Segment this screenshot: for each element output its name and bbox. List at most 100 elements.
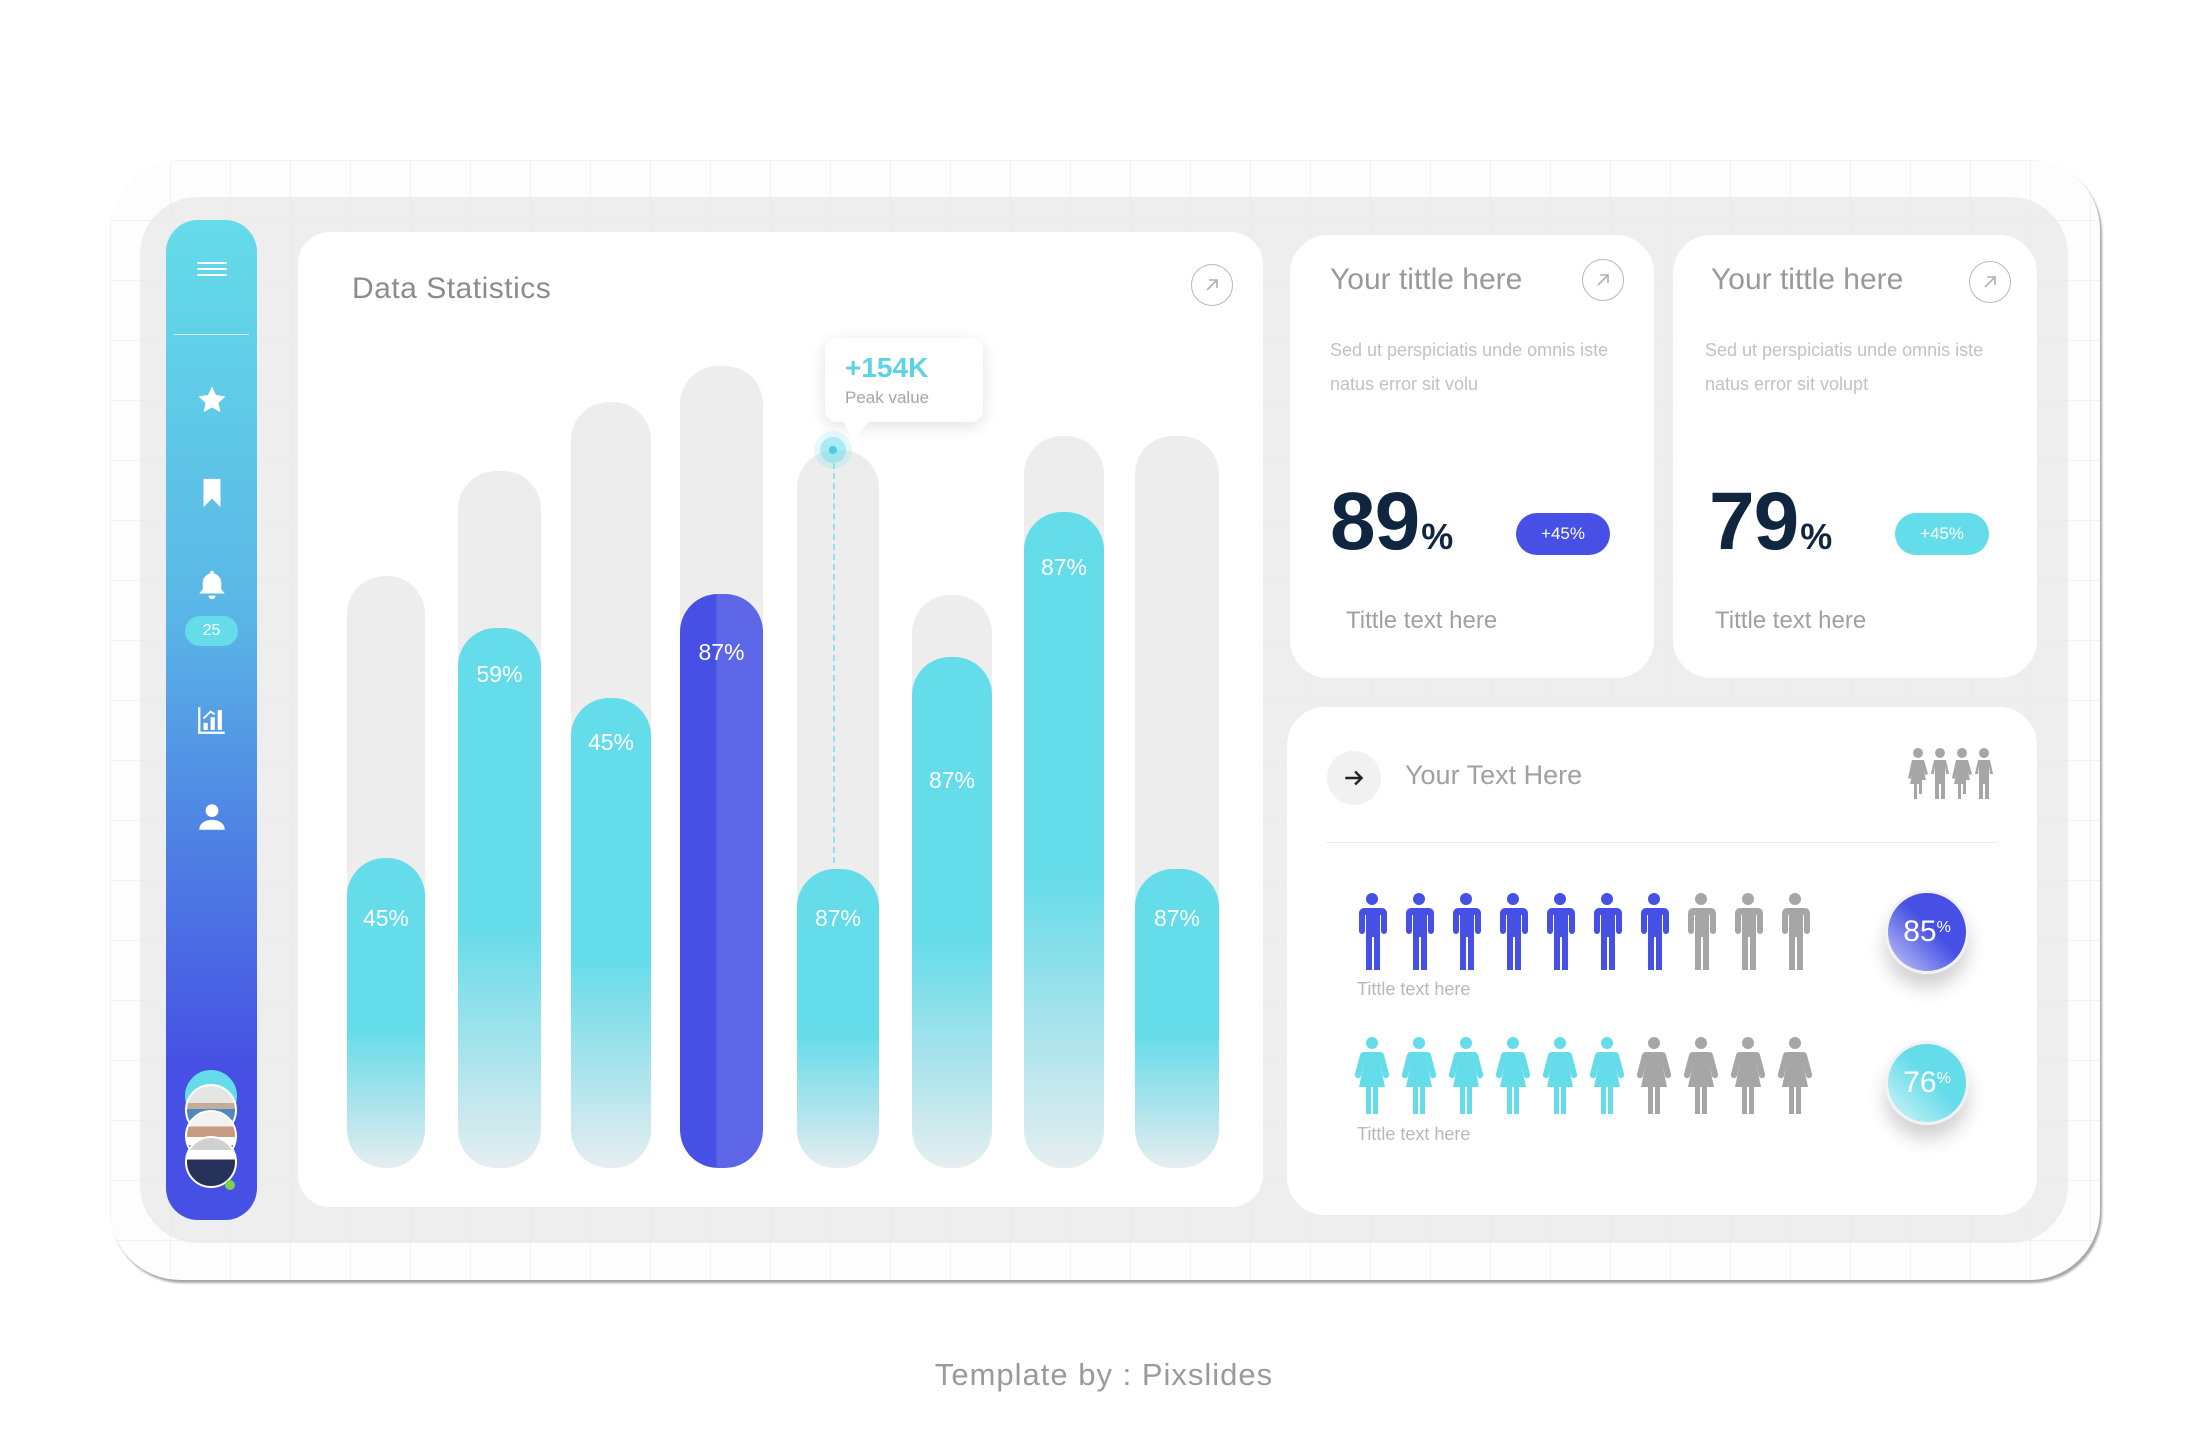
sidebar-item-favorites[interactable] (195, 383, 229, 417)
bar-fill (347, 858, 425, 1168)
expand-button[interactable] (1191, 264, 1233, 306)
bar-value-label: 87% (698, 639, 745, 665)
bar-track[interactable]: 87% (797, 450, 879, 1168)
go-button[interactable] (1327, 751, 1381, 805)
male-person-icon (1494, 893, 1532, 970)
bar-fill (1024, 512, 1104, 1168)
bar-value-label: 87% (928, 767, 976, 793)
expand-button[interactable] (1582, 259, 1624, 301)
male-person-icon (1353, 893, 1391, 970)
stat-card-subtitle: Tittle text here (1715, 607, 1867, 634)
row-label: Tittle text here (1357, 1124, 1471, 1144)
arrow-up-right-icon (1597, 274, 1609, 286)
stat-card-title: Your tittle here (1711, 263, 1904, 296)
percent-unit: % (1936, 919, 1951, 936)
peak-indicator-dot[interactable] (820, 437, 846, 463)
stat-card-value: 79% (1709, 475, 1832, 569)
female-person-icon (1588, 1037, 1626, 1114)
arrow-up-right-icon (1984, 276, 1996, 288)
avatar[interactable] (185, 1136, 237, 1188)
bar-value-label: 87% (1040, 554, 1088, 580)
online-status-dot (225, 1180, 235, 1190)
star-icon (198, 386, 226, 413)
percent-circle-male: 85% (1885, 890, 1969, 974)
data-statistics-card: Data Statistics 45% 59% 45% 87% 87% 87% 87% 87%… (298, 232, 1263, 1207)
stat-card-1: Your tittle here Sed ut perspiciatis und… (1290, 235, 1654, 678)
sidebar-item-notifications[interactable] (195, 568, 229, 602)
chart-title: Data Statistics (352, 272, 552, 305)
stat-card-value: 89% (1330, 475, 1453, 569)
notification-count-badge: 25 (185, 616, 238, 646)
male-person-icon (1541, 893, 1579, 970)
bar-track[interactable]: 59% (458, 471, 541, 1168)
sidebar: 25 (166, 220, 257, 1220)
bookmark-icon (203, 478, 221, 508)
female-person-icon (1729, 1037, 1767, 1114)
female-person-icon (1682, 1037, 1720, 1114)
stat-unit: % (1421, 516, 1453, 557)
bar-fill (571, 698, 651, 1168)
stat-card-description: Sed ut perspiciatis unde omnis iste natu… (1705, 340, 1984, 394)
bar-track[interactable]: 87% (1024, 436, 1104, 1168)
sidebar-item-bookmarks[interactable] (195, 476, 229, 510)
bar-track[interactable]: 87% (680, 366, 763, 1168)
sidebar-item-analytics[interactable] (195, 703, 229, 737)
user-avatars[interactable] (185, 1070, 237, 1190)
female-person-icon (1776, 1037, 1814, 1114)
user-icon (199, 804, 225, 830)
stat-number: 89 (1330, 476, 1420, 567)
stat-unit: % (1800, 516, 1832, 557)
bar-track[interactable]: 87% (912, 595, 992, 1168)
female-person-icon (1635, 1037, 1673, 1114)
male-person-icon (1447, 893, 1485, 970)
change-badge: +45% (1895, 513, 1989, 555)
percent-unit: % (1936, 1070, 1951, 1087)
people-card-title: Your Text Here (1405, 760, 1583, 790)
group-people-icon (1908, 748, 1993, 799)
divider (1326, 842, 1998, 843)
bar-track[interactable]: 87% (1135, 436, 1219, 1168)
female-person-icon (1447, 1037, 1485, 1114)
female-person-icon (1541, 1037, 1579, 1114)
stat-card-subtitle: Tittle text here (1346, 607, 1498, 634)
peak-tooltip: +154K Peak value (825, 338, 983, 440)
male-person-icon (1635, 893, 1673, 970)
people-stats-card: Your Text Here Tittle text here 85% Titt… (1287, 707, 2037, 1215)
stat-card-description: Sed ut perspiciatis unde omnis iste natu… (1330, 340, 1609, 394)
tooltip-value: +154K (845, 352, 929, 383)
peak-indicator-line (833, 463, 835, 863)
male-person-icon (1729, 893, 1767, 970)
stat-card-title: Your tittle here (1330, 263, 1523, 296)
bell-icon (199, 570, 225, 600)
bar-fill (1135, 869, 1219, 1168)
bar-value-label: 59% (476, 661, 523, 687)
bar-value-label: 45% (362, 905, 410, 931)
footer-credit: Template by : Pixslides (934, 1357, 1274, 1392)
bar-fill (797, 869, 879, 1168)
row-label: Tittle text here (1357, 979, 1471, 999)
tooltip-label: Peak value (845, 388, 930, 407)
bar-value-label: 45% (587, 729, 635, 755)
arrow-up-right-icon (1206, 279, 1218, 291)
bar-chart-icon (198, 707, 225, 734)
menu-icon[interactable] (197, 262, 227, 276)
stat-number: 79 (1709, 476, 1799, 567)
bar-fill (458, 628, 541, 1168)
male-person-icon (1776, 893, 1814, 970)
bar-track[interactable]: 45% (571, 402, 651, 1168)
bar-fill-highlighted (680, 594, 763, 1168)
female-icon-row (1353, 1037, 1814, 1114)
expand-button[interactable] (1969, 261, 2011, 303)
male-person-icon (1682, 893, 1720, 970)
female-person-icon (1353, 1037, 1391, 1114)
change-badge: +45% (1516, 513, 1610, 555)
bar-value-label: 87% (814, 905, 862, 931)
sidebar-item-profile[interactable] (195, 800, 229, 834)
sidebar-divider (174, 334, 249, 335)
male-icon-row (1353, 893, 1814, 970)
percent-value: 85 (1903, 915, 1937, 948)
bar-track[interactable]: 45% (347, 576, 425, 1168)
male-person-icon (1588, 893, 1626, 970)
female-person-icon (1400, 1037, 1438, 1114)
arrow-right-icon (1345, 770, 1364, 786)
